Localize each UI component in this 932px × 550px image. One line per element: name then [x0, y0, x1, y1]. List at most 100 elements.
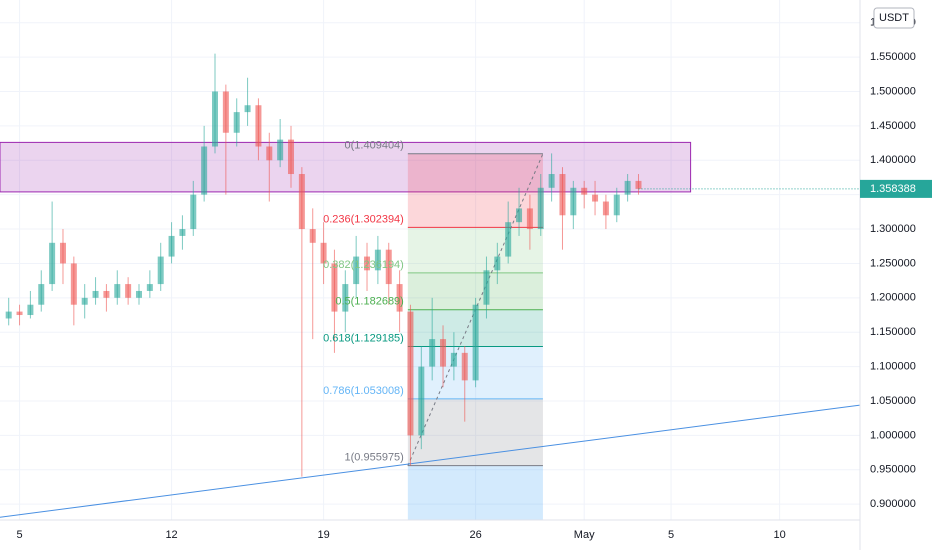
candle-body [168, 235, 175, 257]
y-tick-label: 1.500000 [870, 85, 916, 97]
y-tick-label: 1.300000 [870, 223, 916, 235]
last-price-tag [860, 179, 932, 198]
candle-body [70, 263, 77, 305]
candle-body [537, 187, 544, 230]
candle-body [396, 284, 403, 312]
candle-body [320, 242, 327, 264]
candle-body [461, 352, 468, 381]
candle-body [472, 304, 479, 381]
last-price-label: 1.358388 [870, 183, 916, 195]
candle-body [81, 297, 88, 305]
x-tick-label: 5 [16, 529, 22, 541]
candle-body [559, 174, 566, 216]
y-tick-label: 1.050000 [870, 395, 916, 407]
candle-body [342, 284, 349, 312]
fib-band [407, 153, 543, 228]
candle-body [450, 352, 457, 367]
candle-body [602, 201, 609, 216]
candle-body [5, 311, 12, 319]
candle-body [440, 339, 447, 367]
x-tick-label: 26 [469, 529, 481, 541]
x-tick-label: May [574, 529, 595, 541]
candle-body [114, 284, 121, 298]
candle-body [212, 91, 218, 147]
candle-body [624, 180, 631, 195]
candle-body [146, 284, 153, 291]
y-tick-label: 1.000000 [870, 429, 916, 441]
y-tick-label: 1.250000 [870, 257, 916, 269]
y-tick-label: 0.900000 [870, 498, 916, 510]
candle-body [92, 290, 99, 298]
candle-body [233, 112, 240, 133]
candle-body [407, 311, 414, 436]
candle-body [364, 256, 371, 271]
candle-body [418, 366, 425, 436]
candle-body [38, 284, 45, 305]
candle-body [374, 249, 381, 271]
fib-extension [407, 465, 543, 520]
candle-body [244, 105, 251, 113]
candle-body [27, 304, 34, 316]
currency-label: USDT [879, 12, 909, 24]
candle-body [526, 208, 533, 230]
candle-body [353, 256, 360, 285]
fib-label: 0.786(1.053008) [323, 385, 404, 397]
x-tick-label: 5 [668, 529, 674, 541]
candle-body [135, 290, 142, 298]
price-axis [860, 0, 932, 550]
candle-body [125, 284, 132, 298]
fib-label: 0.382(1.236194) [323, 259, 404, 271]
candle-body [570, 187, 577, 216]
fib-label: 0.236(1.302394) [323, 213, 404, 225]
y-tick-label: 1.150000 [870, 326, 916, 338]
candle-body [483, 270, 490, 305]
zone [0, 141, 692, 193]
candle-body [385, 249, 392, 285]
y-tick-label: 1.450000 [870, 120, 916, 132]
currency-box [873, 7, 915, 29]
candle-body [592, 194, 599, 202]
candle-body [516, 208, 523, 223]
fib-label: 0(1.409404) [345, 140, 404, 152]
fib-label: 0.5(1.182689) [335, 296, 404, 308]
candle-body [613, 194, 620, 216]
y-tick-label: 1.200000 [870, 292, 916, 304]
fib-band [407, 398, 543, 466]
candle-body [581, 187, 588, 195]
candle-body [298, 174, 305, 230]
y-tick-label: 1.100000 [870, 361, 916, 373]
candle-body [635, 180, 642, 189]
x-tick-label: 10 [774, 529, 786, 541]
time-axis [0, 520, 860, 550]
y-tick-label: 0.950000 [870, 464, 916, 476]
candle-body [331, 263, 338, 312]
candle-body [505, 222, 512, 257]
trendline [0, 404, 861, 518]
candle-body [494, 256, 501, 271]
x-tick-label: 19 [317, 529, 329, 541]
candle-body [201, 146, 208, 195]
candle-body [179, 229, 186, 236]
candle-body [157, 256, 164, 285]
candle-body [222, 91, 229, 133]
candle-body [59, 242, 66, 264]
candle-body [277, 139, 284, 161]
fib-label: 1(0.955975) [345, 452, 404, 464]
candle-body [266, 146, 273, 161]
y-tick-label: 1.550000 [870, 51, 916, 63]
candle-body [288, 139, 295, 175]
x-tick-label: 12 [165, 529, 177, 541]
candle-body [548, 174, 555, 188]
candle-body [16, 311, 23, 316]
y-tick-label: 1.400000 [870, 154, 916, 166]
fib-label: 0.618(1.129185) [323, 332, 404, 344]
candle-body [309, 229, 316, 243]
candle-body [429, 339, 436, 367]
candle-body [49, 242, 56, 285]
candle-body [190, 194, 197, 230]
candle-body [103, 290, 110, 298]
candle-body [255, 105, 262, 147]
fib-band [407, 227, 543, 273]
